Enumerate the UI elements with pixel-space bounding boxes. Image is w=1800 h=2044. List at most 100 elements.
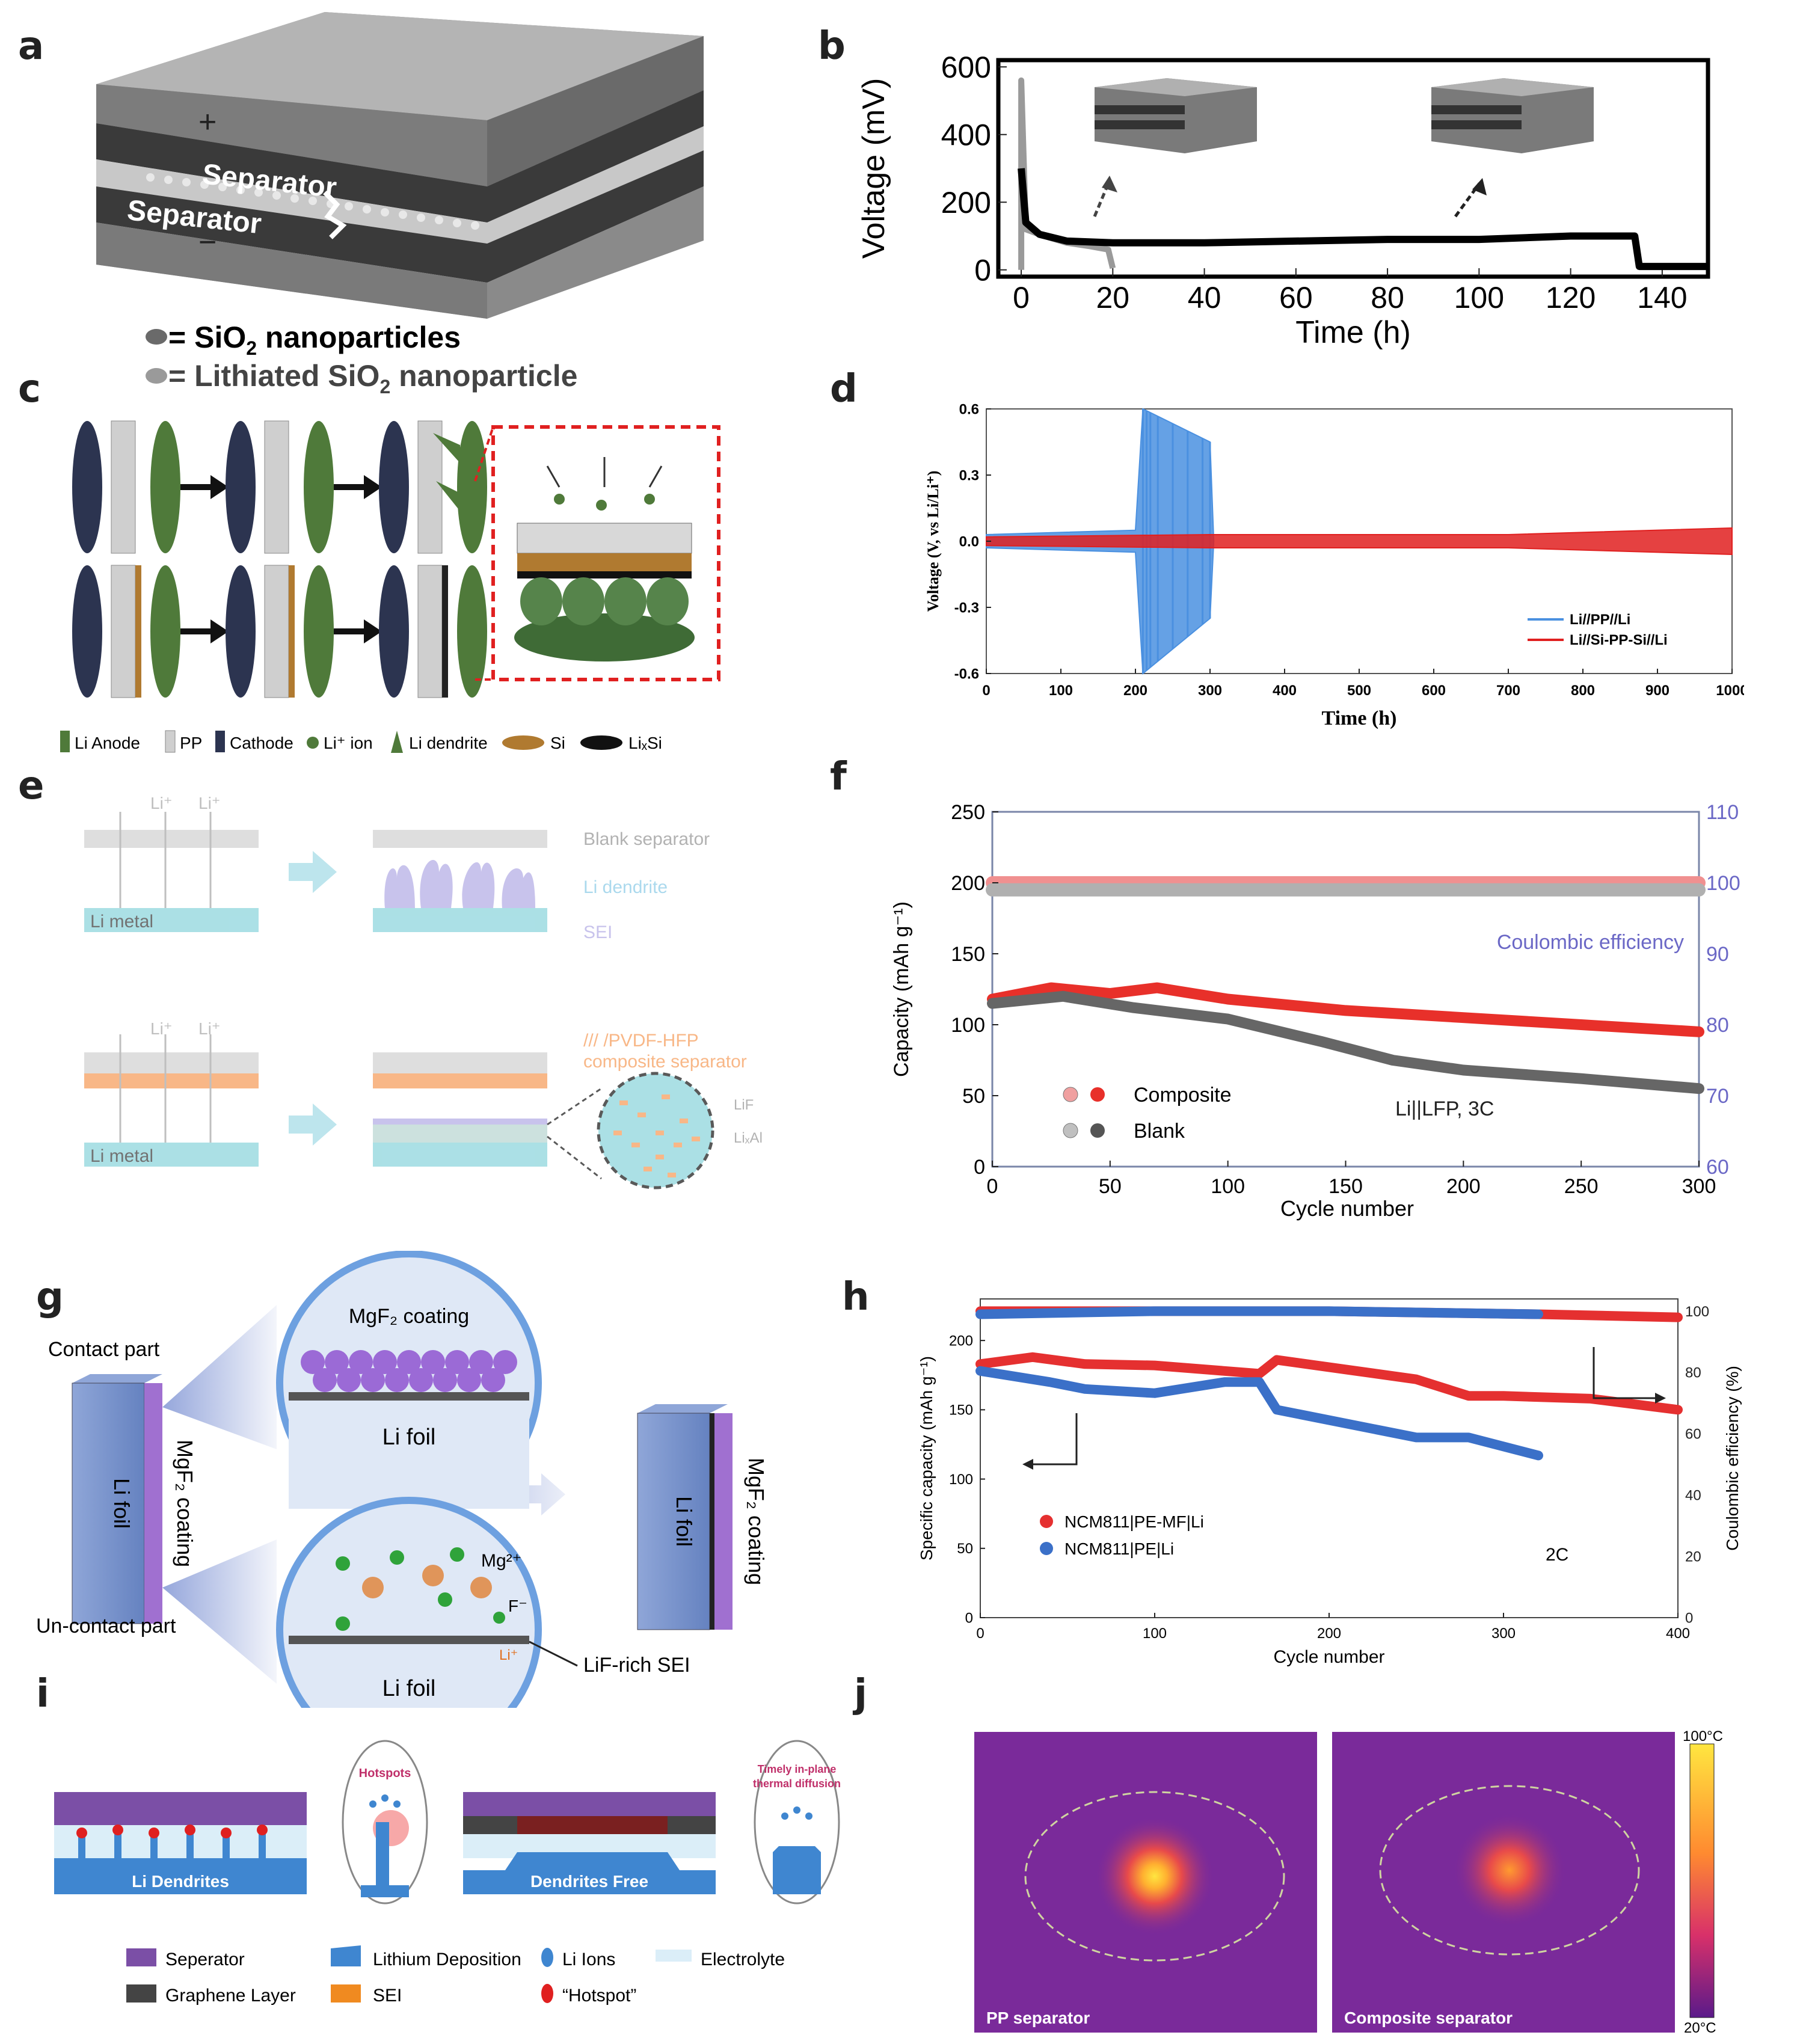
- legend-marker-capacity: [1090, 1123, 1105, 1138]
- x-tick-label: 80: [1371, 281, 1404, 315]
- y-tick-label: 200: [949, 1333, 973, 1349]
- x-tick-label: 250: [1564, 1175, 1599, 1198]
- y2-tick-label: 90: [1706, 943, 1729, 966]
- y-ticks: 0 50 100 150 200 250: [951, 801, 998, 1179]
- arrow-e2: [289, 1103, 337, 1146]
- li-foil-vertical-right: Li foil: [672, 1496, 696, 1547]
- legend-entry: Blank: [1134, 1120, 1185, 1143]
- x-tick-label: 500: [1347, 683, 1371, 699]
- legend-li-ion: Li⁺ ion: [324, 734, 373, 752]
- lithiated-sio2-legend-icon: [146, 368, 167, 384]
- y-tick-label: 50: [957, 1541, 973, 1557]
- y-tick-label: 0.3: [959, 467, 979, 483]
- plus-terminal: +: [198, 105, 217, 140]
- panel-e-schematic: Li⁺ Li⁺ Li metal Blank separator Li dend…: [84, 794, 763, 1189]
- series-group: [986, 408, 1733, 675]
- y2-tick-label: 80: [1706, 1014, 1729, 1037]
- li-metal-label-1: Li metal: [90, 912, 153, 931]
- y-tick-label: 150: [949, 1402, 973, 1419]
- y-tick-label: 100: [951, 1014, 985, 1037]
- x-tick-label: 200: [1123, 683, 1147, 699]
- y-ticks: 0 200 400 600: [941, 51, 1007, 287]
- li-foil-bottom: Li foil: [382, 1676, 436, 1701]
- series-blank-capacity: [987, 990, 1704, 1094]
- y-tick-label: 0: [974, 253, 991, 287]
- y2-tick-label: 70: [1706, 1085, 1729, 1108]
- x-tick-label: 100: [1143, 1625, 1167, 1642]
- zoom-circle-bottom: [276, 1497, 542, 1708]
- x-tick-label: 300: [1198, 683, 1222, 699]
- y-tick-label: 200: [951, 872, 985, 895]
- legend: NCM811|PE-MF|Li NCM811|PE|Li: [1040, 1512, 1204, 1558]
- series-group: [1018, 77, 1708, 271]
- panel-g-schematic: Li foil MgF₂ coating Contact part Un-con…: [36, 1251, 769, 1708]
- y-ticks: 0 50 100 150 200: [949, 1333, 985, 1626]
- arrow-1-head: [1102, 176, 1117, 192]
- row-pp: [72, 420, 487, 554]
- panel-i-schematic: Li Dendrites Hotspots Dendrites Free Tim…: [54, 1740, 841, 2006]
- minus-terminal: −: [198, 225, 217, 260]
- x-tick-label: 100: [1049, 683, 1073, 699]
- plot-frame: [980, 1298, 1679, 1618]
- lif-label: LiF: [734, 1097, 754, 1113]
- panel-a-battery-diagram: Separator Separator + − = SiO2 nanoparti…: [96, 12, 704, 397]
- y-tick-label: -0.3: [954, 600, 979, 616]
- legend-pp: PP: [180, 734, 202, 752]
- composite-label-2: composite separator: [583, 1052, 747, 1072]
- x-tick-label: 700: [1496, 683, 1520, 699]
- legend-marker: [1040, 1515, 1053, 1528]
- y-tick-label: 100: [949, 1472, 973, 1488]
- y2-tick-label: 100: [1685, 1304, 1709, 1320]
- series-band-li-si-pp-si-li: [986, 527, 1733, 556]
- mgf2-vertical-left: MgF₂ coating: [173, 1440, 197, 1567]
- panel-f-cycling-chart: 0 50 100 150 200 250 300 0 50 100 150 200 250 60 70 8…: [890, 801, 1740, 1221]
- legend-marker-ce: [1063, 1087, 1078, 1102]
- panel-label-g: g: [36, 1275, 64, 1319]
- legend-lixsi: LiₓSi: [628, 734, 662, 752]
- x-tick-label: 0: [982, 683, 990, 699]
- legend: Composite Blank: [1063, 1084, 1232, 1143]
- legend-entry: Composite: [1134, 1084, 1232, 1106]
- y2-axis-label: Coulombic efficiency: [1497, 931, 1684, 954]
- x-tick-label: 1000: [1716, 683, 1744, 699]
- y-tick-label: 600: [941, 51, 991, 84]
- legend-marker-ce: [1063, 1123, 1078, 1138]
- mg-ion-label: Mg²⁺: [481, 1551, 522, 1571]
- legend-electrolyte: Electrolyte: [701, 1950, 785, 1969]
- panel-label-b: b: [818, 24, 846, 69]
- x-tick-label: 150: [1328, 1175, 1363, 1198]
- x-tick-label: 400: [1666, 1625, 1690, 1642]
- panel-label-a: a: [18, 24, 45, 69]
- legend-lithiated-sio2: = Lithiated SiO2 nanoparticle: [168, 359, 577, 397]
- legend-entry: NCM811|PE-MF|Li: [1064, 1512, 1204, 1531]
- y2-tick-label: 40: [1685, 1488, 1701, 1504]
- legend-entry: NCM811|PE|Li: [1064, 1539, 1174, 1558]
- y-tick-label: 0.0: [959, 533, 979, 550]
- x-tick-label: 20: [1096, 281, 1130, 315]
- panel-c-legend: Li Anode PP Cathode Li⁺ ion Li dendrite …: [60, 730, 662, 753]
- y-tick-label: 150: [951, 943, 985, 966]
- legend-si: Si: [550, 734, 565, 752]
- x-tick-label: 140: [1637, 281, 1687, 315]
- panel-c-schematic: Li Anode PP Cathode Li⁺ ion Li dendrite …: [60, 420, 720, 753]
- thermal-label-2: thermal diffusion: [753, 1778, 841, 1790]
- uncontact-part-label: Un-contact part: [36, 1615, 176, 1637]
- y-tick-label: 400: [941, 118, 991, 152]
- y-axis-label: Specific capacity (mAh g⁻¹): [917, 1356, 936, 1561]
- legend-li-dendrite: Li dendrite: [409, 734, 488, 752]
- annotation: 2C: [1546, 1545, 1568, 1565]
- x-tick-label: 600: [1422, 683, 1446, 699]
- x-tick-label: 0: [976, 1625, 984, 1642]
- y-axis-label: Voltage (mV): [856, 78, 891, 259]
- sei-label: SEI: [583, 922, 612, 942]
- li-ion-label-2: Li⁺: [198, 794, 221, 812]
- y-tick-label: 0.6: [959, 401, 979, 417]
- y2-tick-label: 100: [1706, 872, 1740, 895]
- zoom-box: [491, 425, 720, 681]
- x-tick-label: 400: [1273, 683, 1297, 699]
- mgf2-coating-label: MgF₂ coating: [349, 1305, 469, 1328]
- y-tick-label: 0: [974, 1156, 985, 1179]
- legend-marker: [1040, 1542, 1053, 1555]
- f-ion-label: F⁻: [508, 1597, 527, 1615]
